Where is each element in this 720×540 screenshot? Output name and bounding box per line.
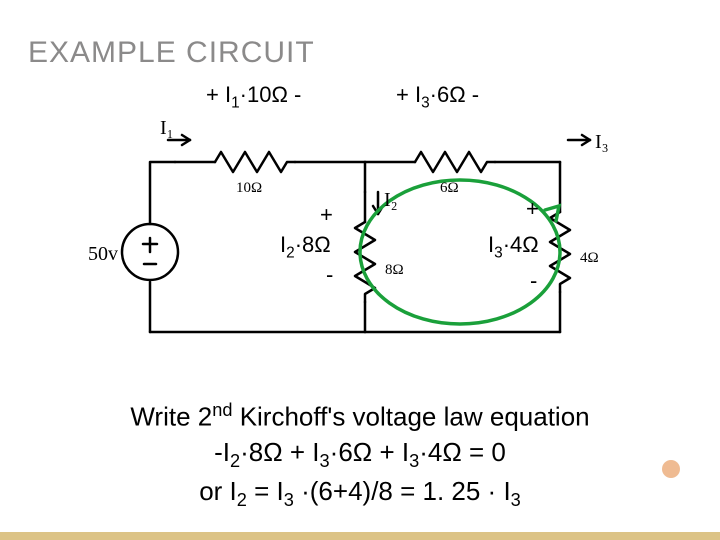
r6-label: 6Ω	[440, 180, 459, 196]
r4-label: 4Ω	[580, 250, 599, 266]
label-mid-right-v: I3·4Ω	[488, 232, 539, 262]
label-mid-right-minus: -	[530, 268, 537, 294]
label-mid-right-plus: +	[526, 196, 539, 222]
resistor-6ohm	[415, 152, 495, 172]
i3-text: I₃	[595, 131, 609, 153]
r10-label: 10Ω	[236, 180, 262, 196]
equation-block: Write 2nd Kirchoff's voltage law equatio…	[50, 398, 670, 512]
source-label: 50v	[88, 243, 118, 265]
circuit-diagram: I₁ I₂ I₃ 50v 10Ω 6Ω 8Ω 4Ω + I1·10Ω - + I…	[90, 92, 630, 354]
resistor-10ohm	[215, 152, 295, 172]
i2-text: I₂	[384, 189, 398, 211]
equation-line1: Write 2nd Kirchoff's voltage law equatio…	[50, 398, 670, 435]
label-mid-left-minus: -	[326, 262, 333, 288]
label-mid-left-v: I2·8Ω	[280, 232, 331, 262]
equation-line3: or I2 = I3 ·(6+4)/8 = 1. 25 · I3	[50, 474, 670, 513]
r8-label: 8Ω	[385, 262, 404, 278]
page-title: EXAMPLE CIRCUIT	[28, 36, 315, 70]
source-plus	[143, 238, 157, 252]
circuit-svg: I₁ I₂ I₃ 50v 10Ω 6Ω 8Ω 4Ω	[90, 92, 630, 354]
label-mid-left-plus: +	[320, 202, 333, 228]
accent-bottom-bar	[0, 532, 720, 540]
wire	[150, 162, 175, 224]
label-top-right: + I3·6Ω -	[396, 82, 479, 112]
label-top-left: + I1·10Ω -	[206, 82, 301, 112]
i1-text: I₁	[160, 117, 174, 139]
equation-line2: -I2·8Ω + I3·6Ω + I3·4Ω = 0	[50, 435, 670, 474]
